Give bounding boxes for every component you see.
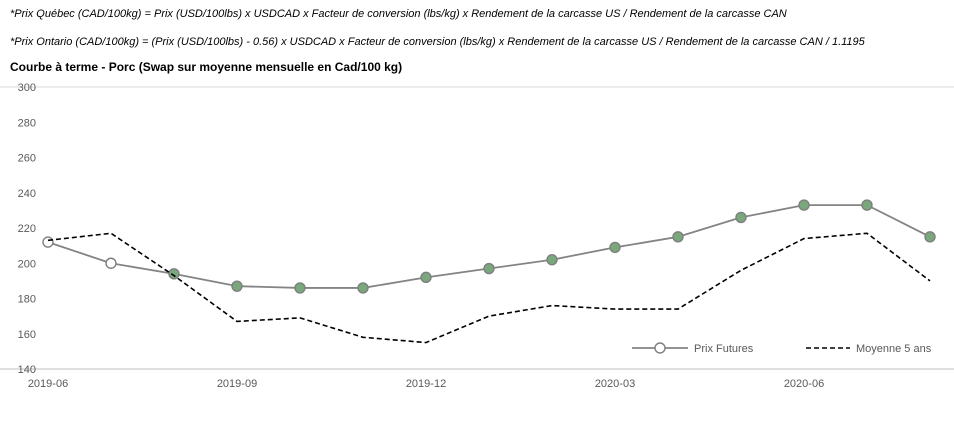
y-tick-label: 280: [18, 117, 36, 129]
marker-prix-futures: [735, 211, 747, 224]
legend-marker-icon: [654, 342, 666, 354]
marker-prix-futures: [924, 231, 936, 243]
marker-prix-futures: [672, 231, 684, 243]
marker-prix-futures: [105, 257, 117, 269]
y-tick-label: 180: [18, 294, 36, 306]
x-tick-label: 2020-03: [595, 378, 635, 390]
legend-label-moyenne-5-ans: Moyenne 5 ans: [856, 343, 932, 355]
chart-title: Courbe à terme - Porc (Swap sur moyenne …: [10, 60, 403, 74]
x-tick-label: 2019-12: [406, 378, 446, 390]
marker-prix-futures: [861, 199, 873, 211]
marker-prix-futures: [294, 282, 306, 294]
x-tick-label: 2020-06: [784, 378, 824, 390]
chart-canvas: 140 160 180 200 220 240 260 280 300 2019-06 2019-0…: [0, 82, 954, 390]
marker-prix-futures: [609, 241, 621, 254]
marker-prix-futures: [231, 280, 243, 292]
marker-prix-futures: [42, 236, 54, 248]
x-tick-label: 2019-06: [28, 378, 68, 390]
marker-prix-futures: [168, 268, 180, 280]
y-tick-label: 300: [18, 82, 36, 94]
y-tick-label: 240: [18, 188, 36, 200]
legend-label-prix-futures: Prix Futures: [694, 343, 754, 355]
y-tick-label: 160: [18, 329, 36, 341]
marker-prix-futures: [546, 254, 558, 266]
marker-prix-futures: [420, 271, 432, 284]
footnote-ontario-formula: *Prix Ontario (CAD/100kg) = (Prix (USD/1…: [10, 36, 865, 48]
series-line-moyenne-5-ans: [47, 232, 931, 344]
y-tick-label: 220: [18, 223, 36, 235]
marker-prix-futures: [357, 282, 369, 294]
y-tick-label: 140: [18, 364, 36, 376]
chart-area: 140 160 180 200 220 240 260 280 300 2019-06 2019-0…: [0, 79, 954, 419]
series-line-prix-futures: [47, 204, 931, 289]
marker-prix-futures: [798, 199, 810, 211]
marker-prix-futures: [483, 262, 495, 275]
y-tick-label: 260: [18, 153, 36, 165]
x-tick-label: 2019-09: [217, 378, 257, 390]
footnote-quebec-formula: *Prix Québec (CAD/100kg) = Prix (USD/100…: [10, 8, 787, 20]
y-tick-label: 200: [18, 258, 36, 270]
